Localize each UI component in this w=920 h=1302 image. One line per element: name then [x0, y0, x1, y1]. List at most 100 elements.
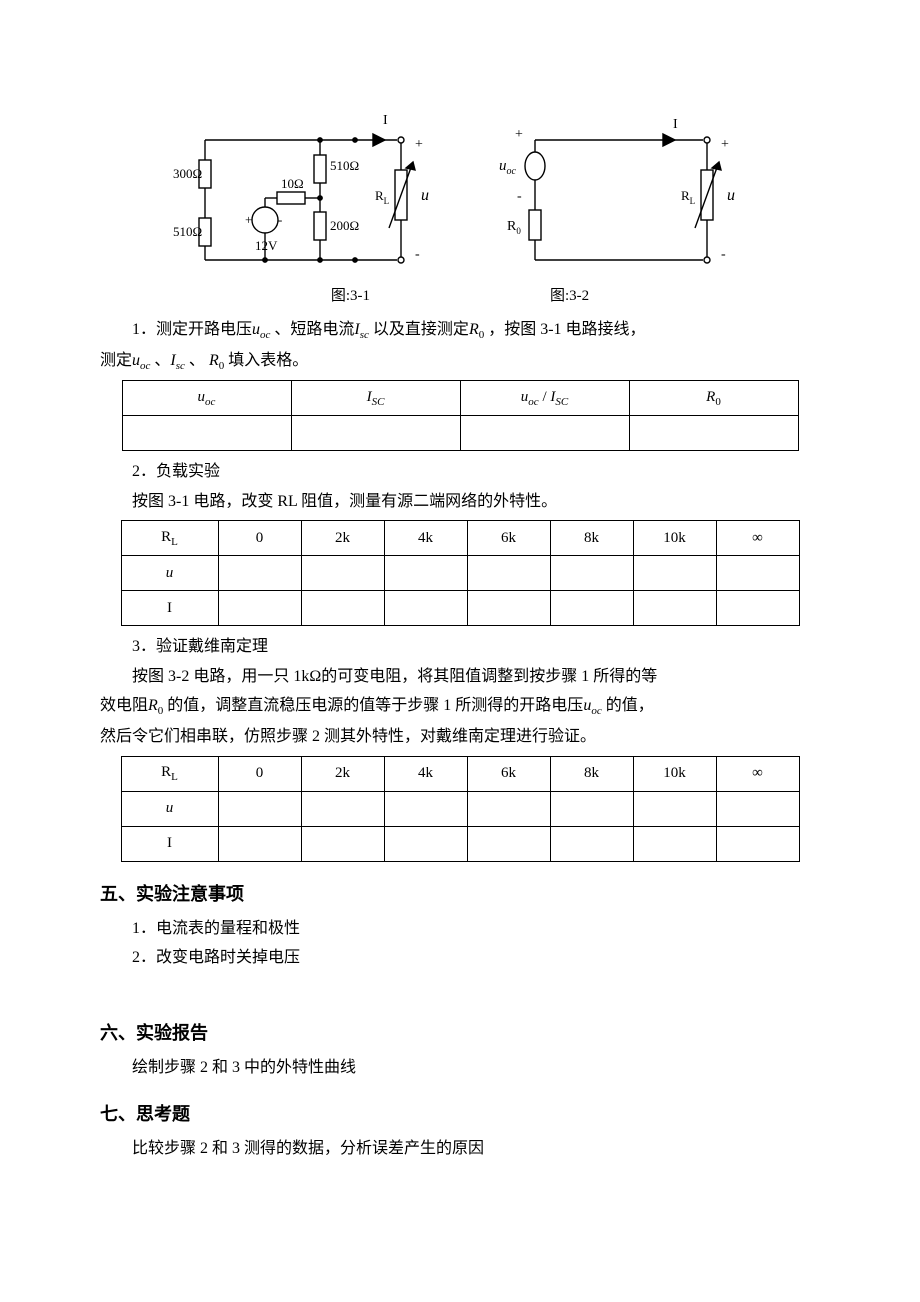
t: 效电阻	[100, 697, 148, 714]
label-I2: I	[673, 117, 678, 132]
c: 2k	[301, 521, 384, 556]
table-row: RL 0 2k 4k 6k 8k 10k ∞	[121, 756, 799, 791]
label-plus-out2: +	[721, 137, 729, 152]
sym: sc	[360, 329, 369, 341]
section6-heading: 六、实验报告	[100, 1019, 820, 1045]
c: 0	[218, 756, 301, 791]
t: 的值，	[606, 697, 654, 714]
fig1-caption: 图:3-1	[331, 284, 370, 305]
table-row	[122, 416, 798, 451]
th-rl: RL	[121, 521, 218, 556]
table-3: RL 0 2k 4k 6k 8k 10k ∞ u I	[121, 756, 800, 862]
label-minus-out: -	[415, 247, 420, 262]
t: 测定	[100, 352, 132, 369]
sym: R	[148, 697, 158, 714]
c: 6k	[467, 521, 550, 556]
section5-item1: 1．电流表的量程和极性	[100, 914, 820, 944]
sym: 0	[219, 360, 225, 372]
sym: sc	[176, 360, 185, 372]
c: 6k	[467, 756, 550, 791]
t: 1．测定开路电压	[132, 321, 252, 338]
step3-l3: 然后令它们相串联，仿照步骤 2 测其外特性，对戴维南定理进行验证。	[100, 722, 820, 752]
t: 、	[154, 352, 170, 369]
table-row: uoc ISC uoc / ISC R0	[122, 381, 798, 416]
table-row: I	[121, 591, 799, 626]
label-12v: 12V	[255, 238, 278, 253]
sym: R	[469, 321, 479, 338]
section6-text: 绘制步骤 2 和 3 中的外特性曲线	[100, 1053, 820, 1083]
sym: oc	[140, 360, 150, 372]
sym: u	[132, 352, 140, 369]
step3-title: 3．验证戴维南定理	[100, 632, 820, 662]
fig2-caption: 图:3-2	[550, 284, 589, 305]
figure-captions: 图:3-1 图:3-2	[100, 284, 820, 305]
sym: 0	[158, 706, 164, 718]
table-row: u	[121, 791, 799, 826]
table-2: RL 0 2k 4k 6k 8k 10k ∞ u I	[121, 520, 800, 626]
th-uoc: uoc	[122, 381, 291, 416]
section7-text: 比较步骤 2 和 3 测得的数据，分析误差产生的原因	[100, 1134, 820, 1164]
rh-i3: I	[121, 826, 218, 861]
label-510b: 510Ω	[330, 158, 359, 173]
step1-line1: 1．测定开路电压uoc 、短路电流Isc 以及直接测定R0 ，按图 3-1 电路…	[100, 315, 820, 346]
c: 8k	[550, 521, 633, 556]
t: 、短路电流	[274, 321, 354, 338]
sym: u	[252, 321, 260, 338]
rh-u3: u	[121, 791, 218, 826]
c: 4k	[384, 756, 467, 791]
table-1: uoc ISC uoc / ISC R0	[122, 380, 799, 451]
section5-item2: 2．改变电路时关掉电压	[100, 943, 820, 973]
sym: oc	[591, 706, 601, 718]
label-u2: u	[727, 187, 735, 204]
label-300: 300Ω	[173, 166, 202, 181]
label-src-plus: +	[245, 212, 252, 227]
label-minus-out2: -	[721, 247, 726, 262]
c: 10k	[633, 521, 716, 556]
c: 0	[218, 521, 301, 556]
sym: oc	[260, 329, 270, 341]
sym: 0	[479, 329, 485, 341]
label-R0: R0	[507, 219, 521, 236]
page: 300Ω 510Ω 510Ω 10Ω 200Ω 12V + - I + - RL…	[0, 0, 920, 1302]
label-200: 200Ω	[330, 218, 359, 233]
t: 填入表格。	[228, 352, 308, 369]
rh-i: I	[121, 591, 218, 626]
section7-heading: 七、思考题	[100, 1100, 820, 1126]
label-u: u	[421, 187, 429, 204]
th-rl3: RL	[121, 756, 218, 791]
label-RL: RL	[375, 188, 389, 206]
c: ∞	[716, 756, 799, 791]
t: 、	[189, 352, 205, 369]
label-RL2: RL	[681, 188, 695, 206]
th-r0: R0	[629, 381, 798, 416]
th-isc: ISC	[291, 381, 460, 416]
figures-row: 300Ω 510Ω 510Ω 10Ω 200Ω 12V + - I + - RL…	[100, 100, 820, 280]
label-10: 10Ω	[281, 176, 304, 191]
figure-3-2: + - uoc R0 I + - RL u	[485, 100, 755, 280]
t: ，按图 3-1 电路接线，	[488, 321, 645, 338]
c: 10k	[633, 756, 716, 791]
section5-heading: 五、实验注意事项	[100, 880, 820, 906]
table-row: u	[121, 556, 799, 591]
label-plus-out: +	[415, 137, 423, 152]
step2-title: 2．负载实验	[100, 457, 820, 487]
th-ratio: uoc / ISC	[460, 381, 629, 416]
c: ∞	[716, 521, 799, 556]
figure-3-1: 300Ω 510Ω 510Ω 10Ω 200Ω 12V + - I + - RL…	[165, 100, 445, 280]
step3-l1: 按图 3-2 电路，用一只 1kΩ的可变电阻，将其阻值调整到按步骤 1 所得的等	[100, 662, 820, 692]
label-I: I	[383, 113, 388, 128]
sym: R	[209, 352, 219, 369]
t: 的值，调整直流稳压电源的值等于步骤 1 所测得的开路电压	[167, 697, 583, 714]
step1-line2: 测定uoc 、Isc 、 R0 填入表格。	[100, 346, 820, 377]
label-src-minus: -	[278, 212, 282, 227]
t: 以及直接测定	[373, 321, 469, 338]
c: 4k	[384, 521, 467, 556]
table-row: I	[121, 826, 799, 861]
label-src-plus2: +	[515, 127, 523, 142]
step2-text: 按图 3-1 电路，改变 RL 阻值，测量有源二端网络的外特性。	[100, 487, 820, 517]
label-510a: 510Ω	[173, 224, 202, 239]
table-row: RL 0 2k 4k 6k 8k 10k ∞	[121, 521, 799, 556]
rh-u: u	[121, 556, 218, 591]
c: 8k	[550, 756, 633, 791]
step3-l2: 效电阻R0 的值，调整直流稳压电源的值等于步骤 1 所测得的开路电压uoc 的值…	[100, 691, 820, 722]
